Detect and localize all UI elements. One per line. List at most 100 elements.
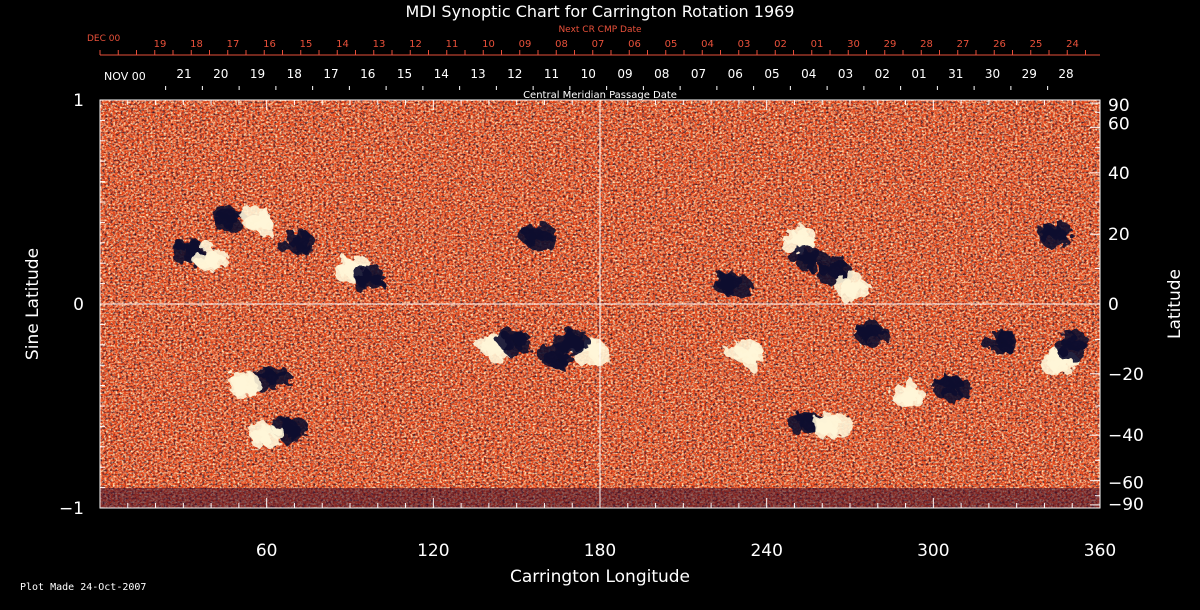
red-date-label: 11 [446, 39, 459, 50]
active-region-positive [835, 270, 872, 304]
active-region-positive [192, 240, 228, 271]
active-region-positive [812, 412, 854, 438]
active-region-negative [1037, 222, 1073, 250]
active-region-blob [990, 343, 1015, 354]
active-region-negative [354, 263, 388, 293]
active-region-blob [201, 240, 214, 263]
chart-title: MDI Synoptic Chart for Carrington Rotati… [406, 2, 795, 21]
y-left-tick-label: −1 [59, 499, 84, 519]
x-tick-label: 240 [750, 541, 782, 561]
cmp-date-label: 21 [176, 67, 191, 81]
plot-made-footer: Plot Made 24-Oct-2007 [20, 582, 146, 593]
cmp-date-label: 10 [581, 67, 596, 81]
active-region-negative [253, 366, 294, 393]
active-region-blob [1056, 337, 1069, 356]
active-region-blob [259, 207, 272, 230]
red-date-label: 24 [1066, 39, 1079, 50]
red-date-label: 17 [227, 39, 240, 50]
red-date-label: 26 [993, 39, 1006, 50]
red-date-label: 15 [300, 39, 313, 50]
active-region-blob [860, 325, 889, 336]
cmp-date-label: 07 [691, 67, 706, 81]
active-region-positive [240, 206, 273, 237]
cmp-date-label: 02 [875, 67, 890, 81]
active-region-blob [519, 229, 536, 244]
cmp-date-label: 11 [544, 67, 559, 81]
red-date-label: 07 [592, 39, 605, 50]
cmp-date-label: 09 [617, 67, 632, 81]
active-region-negative [552, 327, 592, 355]
cmp-date-label: 17 [323, 67, 338, 81]
active-region-negative [212, 204, 246, 233]
cmp-date-label: 28 [1058, 67, 1073, 81]
active-region-negative [978, 328, 1017, 354]
cmp-date-label: 30 [985, 67, 1000, 81]
red-date-label: 06 [628, 39, 641, 50]
red-date-label: 05 [665, 39, 678, 50]
active-region-negative [854, 318, 890, 347]
active-region-blob [819, 266, 832, 277]
red-date-label: 02 [774, 39, 787, 50]
red-date-label: 13 [373, 39, 386, 50]
y-right-tick-label: −20 [1108, 365, 1144, 385]
cmp-date-label: 08 [654, 67, 669, 81]
active-region-positive [248, 421, 285, 449]
x-axis: 60 120 180 240 300 360 [99, 100, 1116, 561]
top-axis-cmp: NOV 00 Central Meridian Passage Date 21 2… [104, 67, 1074, 101]
y-right-tick-label: −60 [1108, 474, 1144, 494]
top-axis-next-cr-month: DEC 00 [87, 34, 120, 44]
active-region-blob [748, 342, 761, 365]
top-axis-cmp-month: NOV 00 [104, 70, 146, 83]
active-region-positive [227, 371, 263, 399]
y-axis-right-label: Latitude [1165, 269, 1185, 339]
active-region-blob [714, 271, 735, 290]
active-region-negative [713, 271, 753, 297]
cmp-date-label: 15 [397, 67, 412, 81]
y-left-tick-label: 0 [73, 295, 84, 315]
y-axis-left: 1 0 −1 [59, 91, 110, 519]
active-region-blob [558, 354, 575, 365]
active-region-blob [291, 245, 316, 256]
active-region-negative [276, 229, 316, 256]
y-right-tick-label: −90 [1108, 495, 1144, 515]
active-region-positive [723, 339, 762, 371]
y-right-tick-label: 0 [1108, 295, 1119, 315]
red-date-label: 30 [847, 39, 860, 50]
red-date-label: 09 [519, 39, 532, 50]
active-region-blob [231, 371, 256, 394]
red-date-label: 14 [336, 39, 349, 50]
red-date-label: 08 [555, 39, 568, 50]
top-axis-next-cr-title: Next CR CMP Date [558, 25, 642, 35]
y-right-tick-label: 40 [1108, 164, 1130, 184]
top-axis-next-cr-labels: 19 18 17 16 15 14 13 12 11 10 09 08 07 06 05 04 03 02 01 30… [99, 39, 1086, 55]
red-date-label: 19 [154, 39, 167, 50]
cmp-date-label: 12 [507, 67, 522, 81]
active-region-blob [354, 274, 367, 293]
red-date-label: 29 [884, 39, 897, 50]
active-region-negative [519, 223, 556, 253]
red-date-label: 12 [409, 39, 422, 50]
y-right-tick-label: 20 [1108, 225, 1130, 245]
x-tick-label: 120 [417, 541, 449, 561]
cmp-date-label: 20 [213, 67, 228, 81]
active-region-blob [956, 379, 973, 398]
active-region-negative [1056, 330, 1089, 361]
active-region-blob [217, 209, 246, 220]
red-date-label: 10 [482, 39, 495, 50]
active-region-blob [1040, 353, 1069, 376]
y-right-tick-label: −40 [1108, 426, 1144, 446]
cmp-date-label: 14 [434, 67, 449, 81]
y-right-tick-label: 60 [1108, 114, 1130, 134]
red-date-label: 18 [190, 39, 203, 50]
active-region-blob [254, 367, 275, 378]
cmp-date-label: 16 [360, 67, 375, 81]
top-axis-cmp-title: Central Meridian Passage Date [523, 90, 677, 101]
active-region-blob [561, 336, 586, 355]
y-left-tick-label: 1 [73, 91, 84, 111]
top-axis-next-cr: Next CR CMP Date DEC 00 19 18 17 16 15 14 13 12… [87, 25, 1100, 56]
active-region-blob [272, 426, 285, 441]
active-region-positive [890, 377, 925, 407]
x-tick-label: 60 [256, 541, 278, 561]
cmp-date-label: 05 [764, 67, 779, 81]
